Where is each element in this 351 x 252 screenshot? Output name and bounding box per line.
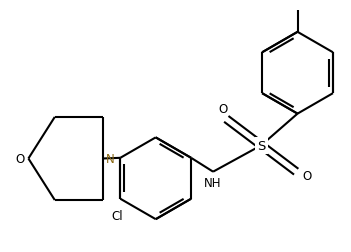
Text: O: O — [302, 169, 311, 182]
Text: S: S — [257, 139, 265, 152]
Text: O: O — [15, 152, 25, 165]
Text: O: O — [218, 103, 227, 115]
Text: N: N — [106, 152, 114, 165]
Text: NH: NH — [204, 176, 222, 189]
Text: Cl: Cl — [111, 209, 123, 222]
